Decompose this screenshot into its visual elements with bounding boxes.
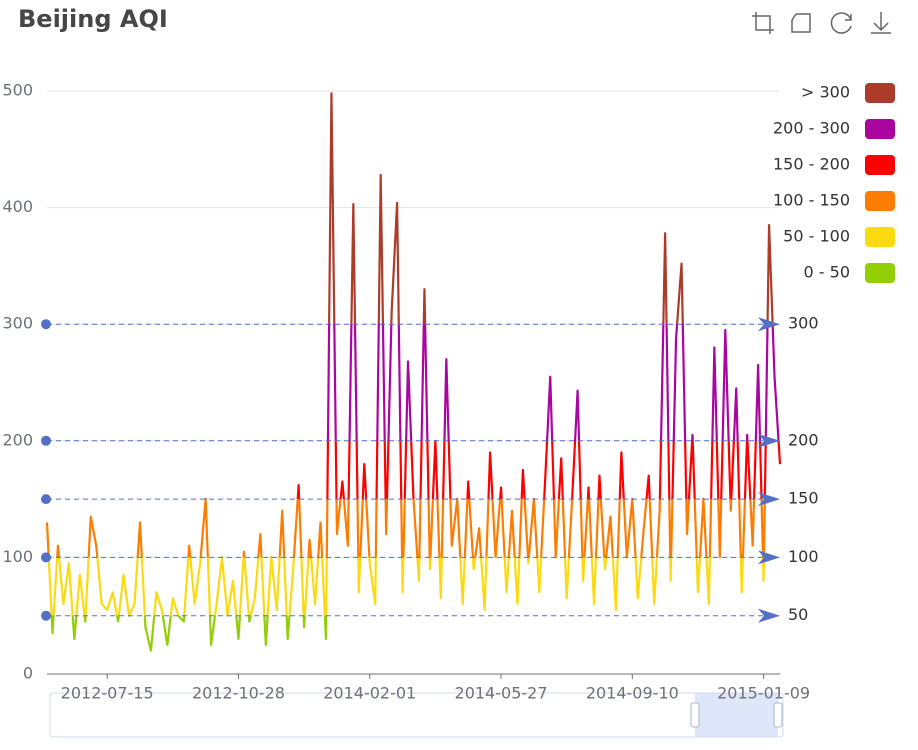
mark-line-start (41, 552, 51, 563)
chart-title: Beijing AQI (18, 5, 168, 33)
legend-label: 0 - 50 (804, 263, 850, 282)
y-tick-label: 100 (2, 547, 33, 566)
legend-swatch[interactable] (865, 191, 895, 211)
mark-line-label: 50 (788, 605, 808, 624)
legend-swatch[interactable] (865, 119, 895, 139)
mark-line-label: 200 (788, 430, 819, 449)
legend-swatch[interactable] (865, 83, 895, 103)
legend-label: > 300 (801, 83, 850, 102)
legend-label: 150 - 200 (773, 155, 850, 174)
zoom-window[interactable] (695, 693, 778, 737)
zoom-track (49, 692, 784, 738)
legend-swatch[interactable] (865, 227, 895, 247)
x-tick-label: 2014-05-27 (455, 684, 548, 703)
zoom-handle[interactable] (773, 702, 783, 728)
x-tick-label: 2015-01-09 (717, 684, 810, 703)
x-tick-label: 2012-10-28 (192, 684, 285, 703)
y-tick-label: 0 (23, 664, 33, 683)
mark-line-arrow (758, 550, 780, 565)
legend-swatch[interactable] (865, 155, 895, 175)
zoom-icon[interactable] (752, 12, 774, 34)
mark-line-label: 100 (788, 547, 819, 566)
x-tick-label: 2014-09-10 (586, 684, 679, 703)
mark-line-start (41, 610, 51, 621)
y-tick-label: 300 (2, 314, 33, 333)
x-tick-label: 2014-02-01 (323, 684, 416, 703)
mark-line-start (41, 494, 51, 505)
legend-swatch[interactable] (865, 263, 895, 283)
mark-line-arrow (758, 492, 780, 507)
zoom-handle[interactable] (690, 702, 700, 728)
mark-line-start (41, 319, 51, 330)
y-tick-label: 200 (2, 430, 33, 449)
mark-line-label: 300 (788, 314, 819, 333)
data-zoom[interactable] (49, 692, 784, 738)
aqi-line (45, 92, 782, 652)
x-tick-label: 2012-07-15 (61, 684, 154, 703)
back-icon[interactable] (791, 13, 811, 33)
legend-label: 50 - 100 (783, 227, 850, 246)
legend-label: 100 - 150 (773, 191, 850, 210)
legend-label: 200 - 300 (773, 119, 850, 138)
mark-line-arrow (758, 433, 780, 448)
mark-line-arrow (758, 608, 780, 623)
mark-line-start (41, 435, 51, 446)
restore-icon[interactable] (830, 12, 852, 34)
mark-line-arrow (758, 317, 780, 332)
y-tick-label: 500 (2, 81, 33, 100)
download-icon[interactable] (871, 12, 891, 34)
toolbox[interactable] (752, 12, 891, 34)
mark-line-label: 150 (788, 489, 819, 508)
y-tick-label: 400 (2, 197, 33, 216)
